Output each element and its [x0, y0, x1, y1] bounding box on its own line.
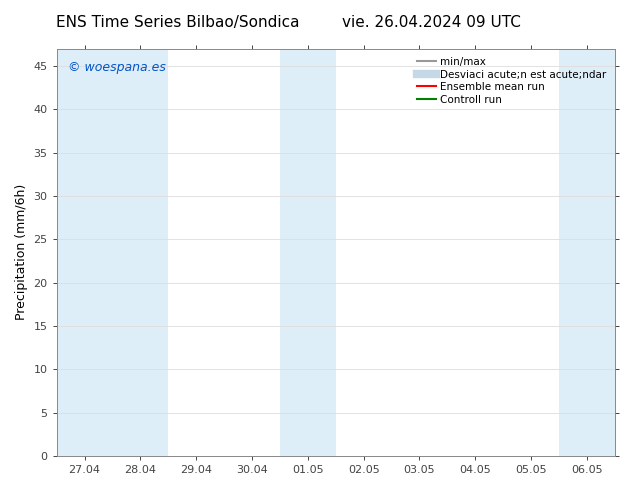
Text: vie. 26.04.2024 09 UTC: vie. 26.04.2024 09 UTC [342, 15, 521, 30]
Text: ENS Time Series Bilbao/Sondica: ENS Time Series Bilbao/Sondica [56, 15, 299, 30]
Y-axis label: Precipitation (mm/6h): Precipitation (mm/6h) [15, 184, 28, 320]
Bar [280, 49, 308, 456]
Bar [559, 49, 615, 456]
Bar [56, 49, 112, 456]
Legend: min/max, Desviaci acute;n est acute;ndar, Ensemble mean run, Controll run: min/max, Desviaci acute;n est acute;ndar… [414, 54, 610, 108]
Bar [112, 49, 169, 456]
Text: © woespana.es: © woespana.es [68, 61, 165, 74]
Bar [308, 49, 336, 456]
